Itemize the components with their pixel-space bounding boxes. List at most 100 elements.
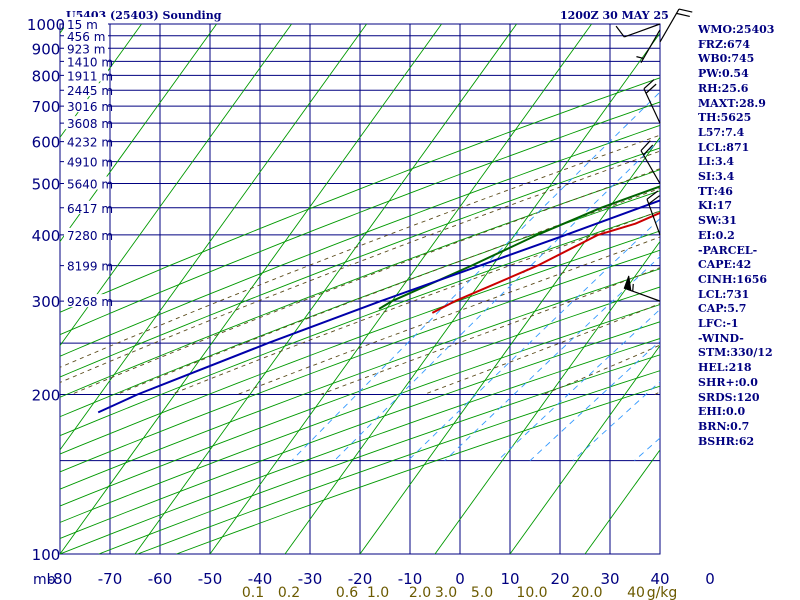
dry-adiabat (60, 230, 660, 455)
plot-grid (59, 23, 661, 555)
pressure-label: 700 (32, 98, 61, 116)
stat-item: SRDS:120 (698, 390, 760, 404)
dry-adiabat (60, 101, 660, 336)
isotherm-line (60, 24, 142, 139)
height-label-bg (64, 294, 108, 308)
stat-item: SHR+:0.0 (698, 375, 758, 389)
temperature-tick-label: -40 (248, 570, 273, 588)
parcel-line (97, 199, 660, 414)
mixing-ratio-label: 1.0 (367, 585, 389, 600)
height-label: 1911 m (67, 69, 113, 83)
moist-adiabat (60, 150, 660, 383)
stat-item: CINH:1656 (698, 272, 768, 286)
dry-adiabat (98, 354, 660, 554)
mixing-ratio-label: 40 (627, 585, 645, 600)
height-label-bg (64, 17, 108, 30)
stat-item: LCL:731 (698, 287, 750, 301)
wind-barb (640, 140, 661, 184)
height-label-bg (64, 28, 108, 42)
isotherm-line (60, 24, 367, 451)
mixing-ratio-label: 0.2 (278, 585, 300, 600)
temperature-tick-label: 20 (550, 570, 569, 588)
height-label: 3016 m (67, 100, 113, 114)
temperature-tick-label: -60 (148, 570, 173, 588)
height-label: 5640 m (67, 178, 113, 192)
height-label: 2445 m (67, 84, 113, 98)
stat-item: SW:31 (698, 214, 737, 228)
isotherm-line (584, 449, 660, 554)
height-label: 7280 m (67, 229, 113, 243)
stat-item: CAPE:42 (698, 258, 752, 272)
mixing-ratio-label: 0.1 (242, 585, 264, 600)
pressure-label: 500 (32, 176, 61, 194)
temperature-tick-label: -80 (48, 570, 73, 588)
mixing-ratio-label: 0.6 (336, 585, 358, 600)
mixing-ratio-label: 2.0 (409, 585, 431, 600)
dry-adiabat (60, 169, 660, 398)
dry-adiabat (60, 210, 660, 437)
height-label-bg (64, 99, 108, 113)
dry-adiabat (60, 124, 660, 357)
temperature-tick-label: 40 (650, 570, 669, 588)
temperature-tick-label: 10 (500, 570, 519, 588)
temperature-tick-label: 0 (705, 570, 715, 588)
height-label-bg (64, 68, 108, 82)
stat-item: TH:5625 (698, 111, 752, 125)
temperature-tick-label: -30 (298, 570, 323, 588)
stat-item: TT:46 (698, 184, 733, 198)
height-label-bg (64, 41, 108, 55)
pressure-label: 100 (32, 546, 61, 564)
height-label: 9268 m (67, 295, 113, 309)
pressure-unit-label: mb (33, 572, 56, 588)
stat-item: -PARCEL- (698, 243, 758, 257)
chart-timestamp: 1200Z 30 MAY 25 (560, 9, 669, 22)
dry-adiabat (60, 321, 660, 539)
temperature-line (431, 211, 660, 314)
height-label: 923 m (67, 42, 105, 56)
pressure-label: 600 (32, 134, 61, 152)
height-label: 3608 m (67, 117, 113, 131)
temperature-tick-label: -20 (348, 570, 373, 588)
stat-item: EI:0.2 (698, 228, 735, 242)
stat-item: PW:0.54 (698, 67, 749, 81)
height-label: 456 m (67, 30, 105, 44)
dry-adiabat (60, 286, 660, 507)
height-label-bg (64, 258, 108, 272)
mixing-ratio-line (334, 139, 660, 462)
pressure-label: 200 (32, 386, 61, 404)
height-label: 8199 m (67, 260, 113, 274)
pressure-label: 400 (32, 227, 61, 245)
stat-item: LCL:871 (698, 140, 750, 154)
sounding-series (97, 185, 660, 414)
height-label-bg (64, 134, 108, 148)
pressure-label: 1000 (27, 16, 65, 34)
height-label-bg (64, 154, 108, 168)
wind-barbs (615, 8, 693, 302)
stat-item: BSHR:62 (698, 434, 755, 448)
isotherm-line (359, 136, 660, 554)
temperature-tick-label: -10 (398, 570, 423, 588)
isotherm-line (284, 32, 660, 554)
dry-adiabat (60, 268, 660, 490)
mixing-ratio-label: 10.0 (516, 585, 547, 600)
mixing-ratio-label: 5.0 (471, 585, 493, 600)
stat-item: SI:3.4 (698, 170, 735, 184)
isotherm-line (60, 24, 217, 243)
temperature-tick-label: 30 (600, 570, 619, 588)
temperature-tick-label: -70 (98, 570, 123, 588)
stat-item: WB0:745 (698, 52, 755, 66)
pressure-label: 800 (32, 67, 61, 85)
height-label: 4910 m (67, 156, 113, 170)
wind-barb (615, 23, 661, 38)
stat-item: -WIND- (698, 331, 744, 345)
isotherm-line (209, 24, 592, 554)
stat-item: FRZ:674 (698, 37, 751, 51)
height-label: 4232 m (67, 136, 113, 150)
stat-item: BRN:0.7 (698, 419, 750, 433)
moist-adiabat (60, 134, 660, 368)
stat-item: MAXT:28.9 (698, 96, 766, 110)
wind-barb (646, 190, 661, 236)
mixing-ratio-label: 20.0 (571, 585, 602, 600)
stat-item: LFC:-1 (698, 317, 739, 331)
